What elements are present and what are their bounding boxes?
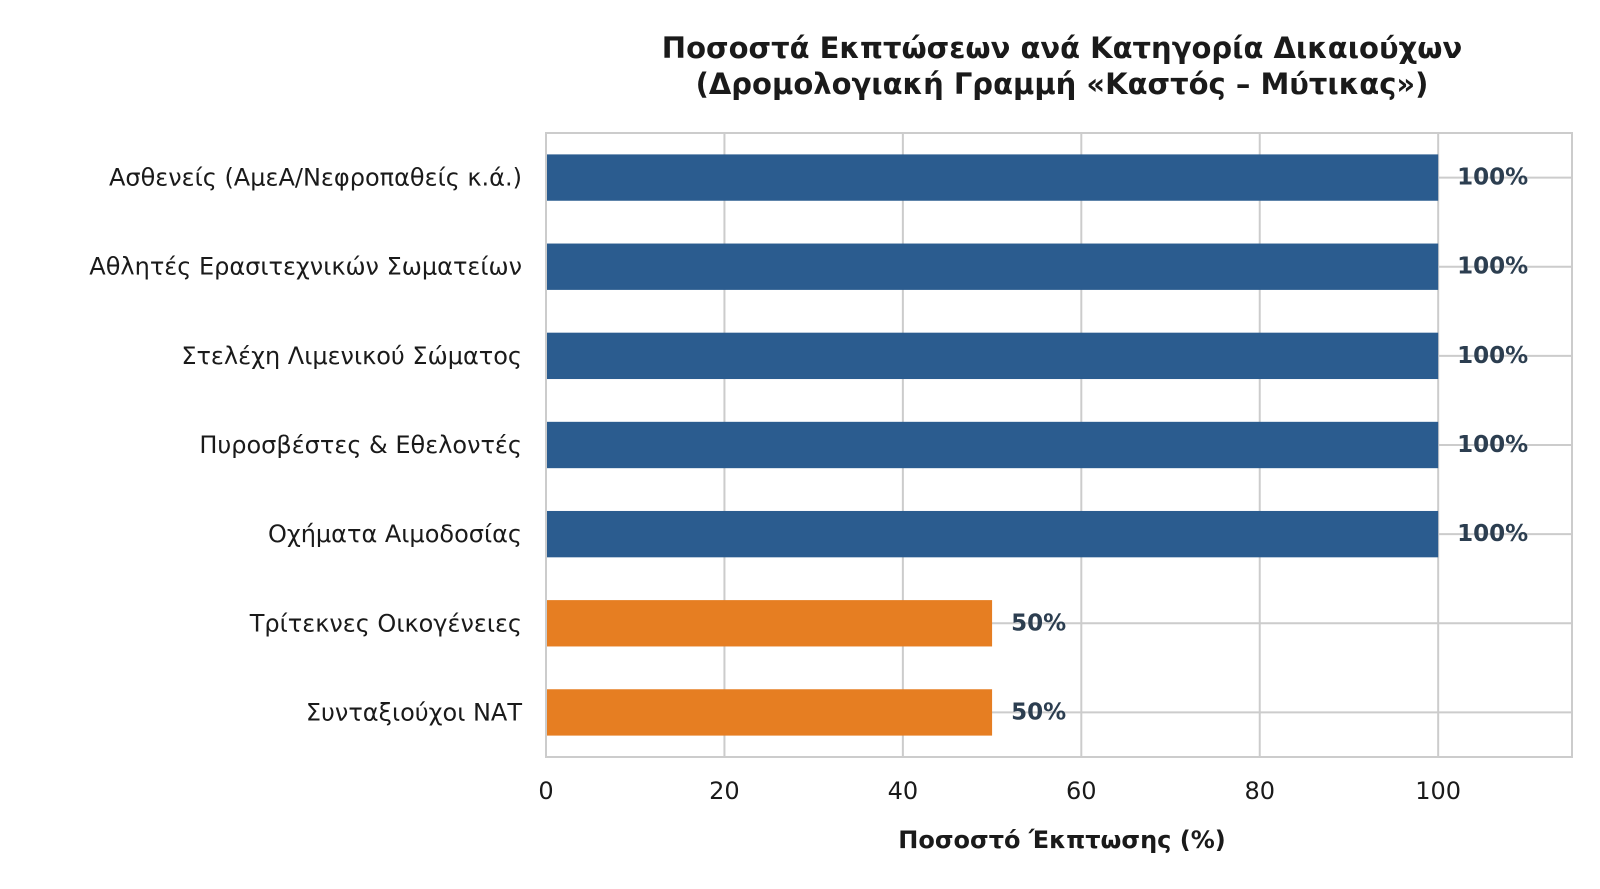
bars bbox=[546, 154, 1439, 736]
category-label: Ασθενείς (ΑμεΑ/Νεφροπαθείς κ.ά.) bbox=[109, 164, 522, 192]
category-label: Τρίτεκνες Οικογένειες bbox=[249, 609, 522, 637]
x-tick-label: 60 bbox=[1066, 777, 1097, 805]
value-label: 100% bbox=[1457, 521, 1528, 547]
category-labels: Ασθενείς (ΑμεΑ/Νεφροπαθείς κ.ά.) Αθλητές … bbox=[89, 164, 522, 727]
x-tick-label: 20 bbox=[709, 777, 740, 805]
bar bbox=[546, 600, 993, 647]
value-label: 50% bbox=[1011, 699, 1066, 725]
bar bbox=[546, 510, 1439, 558]
value-label: 100% bbox=[1457, 343, 1528, 369]
x-tick-label: 40 bbox=[888, 777, 919, 805]
value-label: 50% bbox=[1011, 610, 1066, 636]
category-label: Αθλητές Ερασιτεχνικών Σωματείων bbox=[89, 253, 522, 281]
value-label: 100% bbox=[1457, 165, 1528, 191]
x-tick-label: 0 bbox=[538, 777, 553, 805]
chart-title-line-1: Ποσοστά Εκπτώσεων ανά Κατηγορία Δικαιούχ… bbox=[662, 31, 1462, 65]
bar bbox=[546, 689, 993, 736]
x-tick-labels: 0 20 40 60 80 100 bbox=[538, 777, 1461, 805]
x-tick-label: 80 bbox=[1244, 777, 1275, 805]
value-labels: 100% 100% 100% 100% 100% 50% 50% bbox=[1011, 165, 1528, 726]
plot-frame bbox=[545, 132, 1573, 758]
value-label: 100% bbox=[1457, 254, 1528, 280]
x-axis-label: Ποσοστό Έκπτωσης (%) bbox=[898, 826, 1225, 854]
bar bbox=[546, 154, 1439, 201]
bar bbox=[546, 243, 1439, 290]
category-label: Συνταξιούχοι ΝΑΤ bbox=[306, 698, 522, 726]
category-label: Στελέχη Λιμενικού Σώματος bbox=[181, 342, 522, 370]
category-label: Πυροσβέστες & Εθελοντές bbox=[199, 431, 522, 459]
category-label: Οχήματα Αιμοδοσίας bbox=[268, 520, 522, 548]
value-label: 100% bbox=[1457, 432, 1528, 458]
chart-title: Ποσοστά Εκπτώσεων ανά Κατηγορία Δικαιούχ… bbox=[662, 31, 1462, 101]
bar bbox=[546, 332, 1439, 380]
bar bbox=[546, 421, 1439, 469]
chart-title-line-2: (Δρομολογιακή Γραμμή «Καστός – Μύτικας») bbox=[696, 67, 1429, 101]
x-tick-label: 100 bbox=[1415, 777, 1461, 805]
